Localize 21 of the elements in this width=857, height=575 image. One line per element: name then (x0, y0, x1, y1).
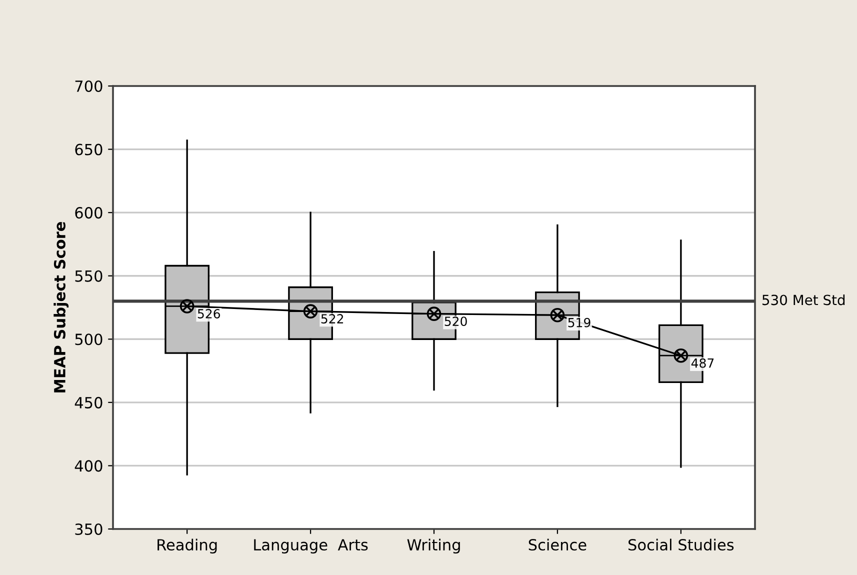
x-tick-label: Reading (158, 538, 217, 554)
y-tick-label: 650 (75, 144, 102, 156)
x-tick-label: Writing (407, 538, 460, 554)
y-tick-label: 350 (75, 523, 102, 536)
data-label: 526 (198, 308, 220, 318)
y-tick-label: 550 (75, 270, 102, 282)
y-tick-label: 400 (74, 460, 102, 472)
y-tick-label: 500 (75, 334, 102, 346)
point (180, 299, 194, 314)
y-tick-label: 450 (74, 396, 102, 408)
x-tick-label: Language Arts (254, 539, 368, 554)
x-tick-label: Science (528, 538, 586, 551)
data-label: 487 (691, 358, 714, 368)
data-label: 520 (444, 316, 467, 326)
y-axis-title: MEAP Subject Score (54, 222, 69, 392)
x-tick-label: Social Studies (628, 538, 734, 551)
y-tick-label: 700 (75, 80, 102, 92)
data-label: 522 (321, 314, 344, 324)
y-tick-label: 600 (75, 207, 102, 219)
data-label: 519 (568, 318, 590, 328)
ref-line-label: 530 Met Std (762, 294, 845, 306)
